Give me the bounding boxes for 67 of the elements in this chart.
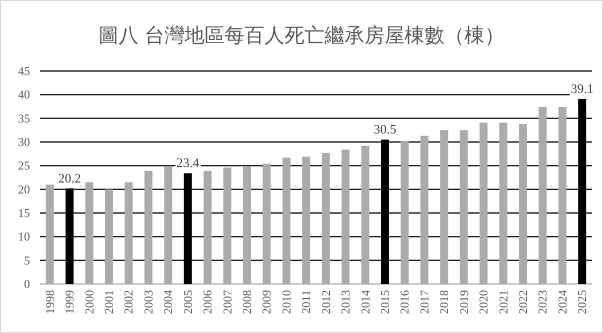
y-tick-label: 15 [18,206,30,220]
x-tick-label: 2003 [141,290,156,314]
data-label: 30.5 [374,122,396,137]
data-label: 23.4 [176,155,200,170]
x-tick-label: 2006 [200,290,215,314]
bar [420,136,428,284]
y-tick-label: 25 [18,158,30,173]
x-tick-label: 2010 [279,290,294,314]
bar [144,170,152,284]
bar [223,168,232,284]
x-tick-label: 1999 [62,290,77,314]
x-tick-label: 2005 [180,290,195,314]
x-tick-label: 2009 [260,290,274,314]
x-tick-label: 2008 [240,290,254,314]
x-tick-label: 2000 [82,290,96,314]
data-label: 20.2 [58,170,81,186]
x-tick-label: 2019 [456,290,471,314]
y-tick-label: 35 [18,111,30,126]
bar [460,130,468,284]
x-tick-label: 2013 [338,290,353,314]
y-tick-label: 40 [18,88,30,102]
bar [499,122,508,284]
x-tick-label: 2004 [161,290,176,314]
bar [400,142,409,284]
x-tick-label: 2014 [358,290,372,314]
y-tick-label: 20 [18,182,30,196]
x-tick-label: 2015 [378,290,392,314]
x-tick-label: 2021 [496,290,510,314]
bar [538,106,547,284]
x-tick-label: 2011 [299,290,314,314]
x-tick-label: 2017 [417,290,432,314]
bar [124,182,133,284]
bar [46,184,54,284]
bar [243,166,251,284]
x-tick-label: 2012 [318,290,333,314]
x-tick-label: 2016 [398,290,412,314]
x-tick-label: 2025 [575,290,590,314]
y-tick-label: 45 [18,64,30,78]
x-tick-label: 1998 [42,290,57,314]
y-tick-label: 30 [18,135,30,149]
bar [85,182,94,284]
bar [204,170,212,284]
bar [322,152,330,284]
x-tick-label: 2022 [516,290,530,314]
bar [262,164,271,284]
x-tick-label: 2001 [102,290,116,314]
x-tick-label: 2007 [220,290,234,314]
bar [342,150,350,284]
bar [519,124,527,284]
bar [164,166,172,284]
bar [361,146,370,284]
bar [282,158,290,284]
y-tick-label: 5 [24,253,30,268]
bar [440,130,448,284]
x-tick-label: 2023 [536,290,550,314]
x-tick-label: 2020 [476,290,491,314]
x-tick-label: 2018 [437,290,452,314]
chart-title: 圖八 台灣地區每百人死亡繼承房屋棟數（棟） [98,25,504,47]
bar [558,106,566,284]
data-label: 39.1 [570,80,594,96]
bar [480,122,488,284]
x-tick-label: 2002 [122,290,136,314]
y-tick-label: 10 [18,230,30,244]
y-tick-label: 0 [24,277,30,291]
x-tick-label: 2024 [555,290,570,314]
bar [105,189,113,284]
bar [302,156,310,284]
